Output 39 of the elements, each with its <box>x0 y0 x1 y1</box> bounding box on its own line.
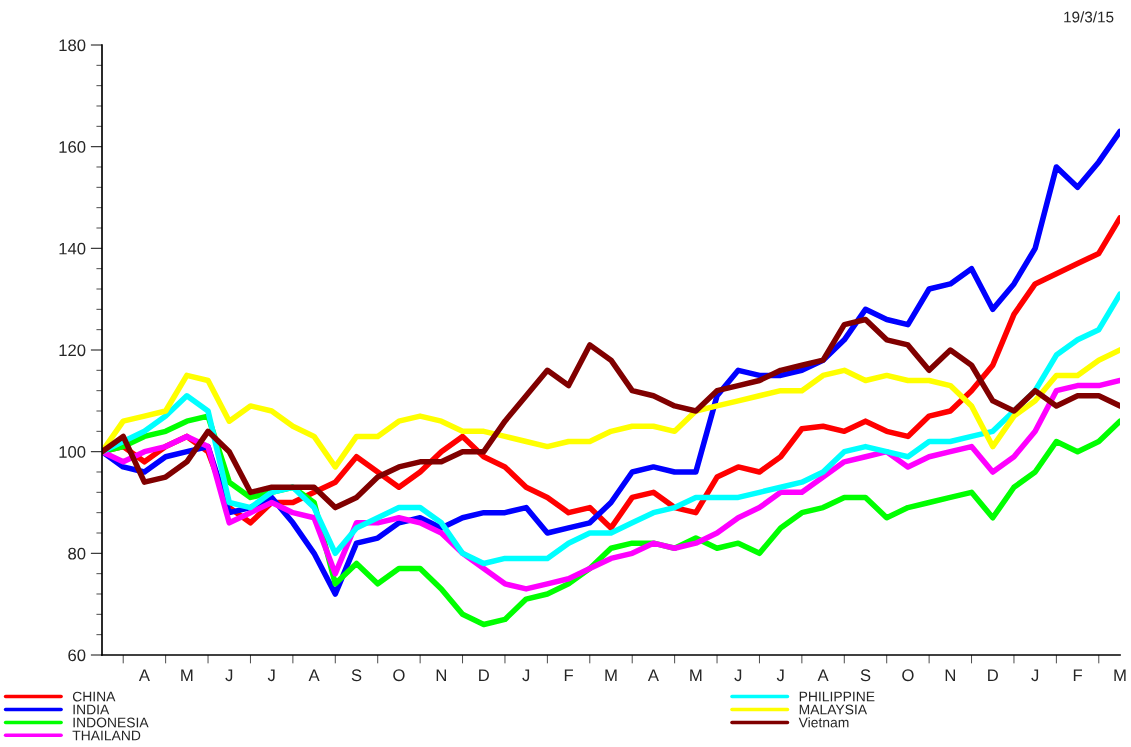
x-tick-label: F <box>564 669 574 681</box>
x-tick-label: M <box>605 669 617 681</box>
x-tick-label: S <box>351 669 362 682</box>
y-tick-label: 140 <box>59 242 86 255</box>
legend-label: MALAYSIA <box>799 704 868 715</box>
x-tick-label: D <box>479 669 489 681</box>
x-tick-label: A <box>308 669 320 681</box>
x-tick-label: O <box>393 669 405 682</box>
x-tick-label: J <box>267 669 275 682</box>
x-tick-label: S <box>860 669 871 682</box>
y-tick-label: 100 <box>59 446 86 458</box>
x-tick-label: F <box>1073 669 1083 681</box>
legend-label: PHILIPPINE <box>799 691 875 702</box>
legend-label: INDIA <box>73 704 110 715</box>
x-tick-label: J <box>1031 669 1039 682</box>
x-tick-label: A <box>817 669 829 681</box>
x-tick-label: A <box>138 669 150 681</box>
y-tick-label: 80 <box>68 547 86 560</box>
x-tick-label: A <box>647 669 659 681</box>
y-tick-label: 120 <box>59 344 86 357</box>
x-tick-label: N <box>436 669 446 681</box>
y-tick-label: 160 <box>59 141 86 153</box>
x-tick-label: J <box>776 669 784 682</box>
legend-label: CHINA <box>72 691 116 702</box>
x-tick-label: J <box>734 669 742 682</box>
x-tick-label: D <box>988 669 998 681</box>
legend-label: INDONESIA <box>73 717 149 728</box>
y-tick-label: 180 <box>59 39 86 52</box>
x-tick-label: M <box>1114 669 1126 681</box>
x-tick-label: J <box>225 669 233 682</box>
y-tick-label: 60 <box>68 649 86 662</box>
x-tick-label: M <box>181 669 193 681</box>
x-tick-label: N <box>945 669 955 681</box>
x-tick-label: O <box>902 669 914 682</box>
text: 19/3/15 <box>1064 11 1114 23</box>
x-tick-label: J <box>522 669 530 682</box>
legend-label: THAILAND <box>72 730 141 741</box>
legend-label: Vietnam <box>798 717 849 728</box>
x-tick-label: M <box>690 669 702 681</box>
